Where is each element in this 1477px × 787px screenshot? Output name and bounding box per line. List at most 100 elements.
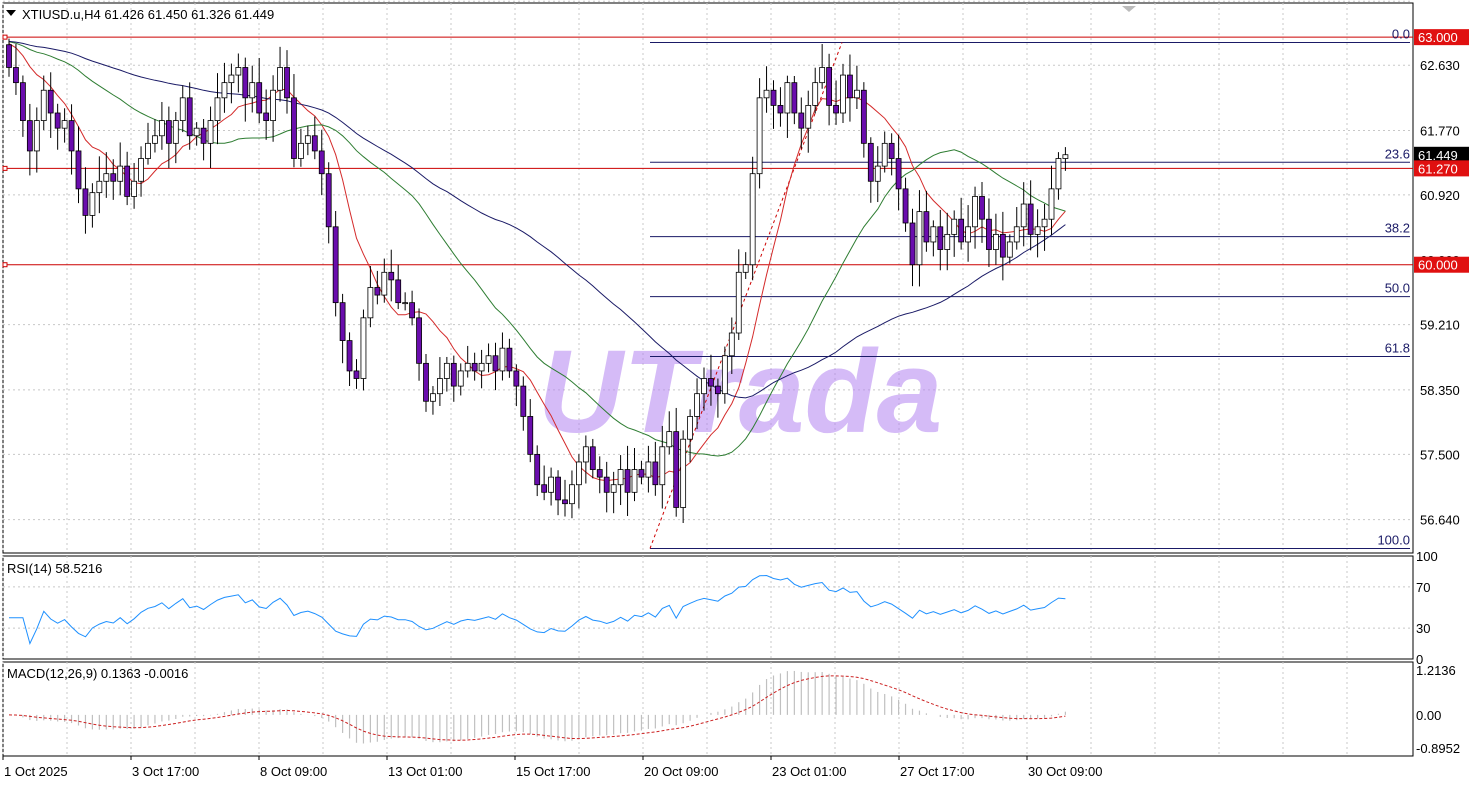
price-tick-label: 57.500	[1420, 447, 1460, 462]
candle-bear	[284, 67, 290, 99]
price-tag-box	[1414, 29, 1469, 46]
candle-bull	[701, 378, 707, 395]
time-tick-label: 15 Oct 17:00	[516, 764, 590, 779]
candle-bear	[847, 74, 853, 99]
candle-bull	[854, 89, 860, 99]
macd-panel-frame	[2, 661, 1414, 757]
candle-bull	[680, 438, 687, 508]
candle-bear	[527, 416, 534, 455]
rsi-tick-label: 70	[1416, 580, 1430, 595]
fib-level-label: 38.2	[1385, 221, 1410, 236]
candle-bull	[742, 264, 749, 273]
scroll-marker-icon[interactable]	[1122, 6, 1136, 12]
candle-bull	[61, 120, 68, 129]
candle-bear	[555, 476, 561, 501]
candle-bull	[728, 332, 735, 357]
price-tag-box	[1414, 160, 1469, 177]
candle-bull	[881, 142, 888, 167]
candle-bear	[624, 469, 631, 493]
candle-bear	[416, 317, 422, 364]
level-anchor-handle	[2, 165, 8, 171]
candle-bear	[6, 44, 12, 68]
symbol-menu-icon[interactable]	[6, 10, 16, 16]
time-tick-label: 3 Oct 17:00	[132, 764, 199, 779]
rsi-tick-label: 0	[1416, 652, 1423, 667]
candle-bull	[694, 393, 700, 417]
rsi-line	[9, 574, 1066, 645]
candle-bear	[26, 120, 33, 152]
candle-bull	[1034, 226, 1041, 235]
candle-bull	[270, 89, 277, 121]
candle-bull	[735, 271, 742, 334]
candle-bear	[909, 222, 916, 266]
candle-bear	[979, 196, 985, 220]
candle-bull	[610, 484, 617, 493]
candle-bull	[666, 431, 673, 448]
candle-bull	[297, 142, 304, 159]
candle-bull	[569, 484, 575, 505]
level-anchor-handle	[2, 262, 8, 268]
candle-bear	[589, 446, 596, 470]
rsi-panel[interactable]: 100 70 30 0	[3, 549, 1438, 667]
candle-bear	[534, 453, 541, 486]
candle-bear	[562, 499, 568, 505]
candle-bull	[916, 211, 923, 266]
candle-bull	[548, 476, 554, 493]
candle-bull	[965, 226, 971, 243]
candle-bear	[513, 370, 520, 387]
rsi-tick-label: 100	[1416, 549, 1438, 564]
candle-bear	[860, 89, 867, 144]
candle-bear	[506, 347, 513, 372]
candle-bear	[13, 67, 19, 84]
candle-bull	[228, 74, 235, 84]
candle-bear	[833, 105, 839, 114]
time-tick-label: 8 Oct 09:00	[260, 764, 327, 779]
candle-bull	[131, 180, 138, 197]
candle-bull	[1006, 241, 1013, 258]
candle-bear	[263, 112, 270, 121]
price-tag-label: 63.000	[1418, 30, 1458, 45]
price-tag-box	[1414, 146, 1469, 163]
candle-bear	[353, 370, 360, 379]
candle-bear	[423, 362, 429, 402]
candle-bull	[1062, 154, 1069, 159]
moving-averages	[8, 40, 1066, 482]
candle-bull	[687, 416, 693, 440]
price-tick-label: 58.350	[1420, 383, 1460, 398]
time-axis: 1 Oct 2025 3 Oct 17:00 8 Oct 09:00 13 Oct 0…	[2, 756, 1102, 779]
candle-bear	[603, 476, 610, 493]
candle-bear	[798, 112, 805, 129]
candle-bear	[332, 226, 339, 304]
candle-bull	[436, 378, 443, 395]
candle-bull	[207, 120, 214, 144]
candle-bull	[499, 347, 506, 372]
price-tick-label: 60.920	[1420, 188, 1460, 203]
macd-tick-label: -0.8952	[1416, 741, 1460, 756]
candle-bear	[1027, 203, 1034, 235]
candle-bear	[325, 173, 332, 228]
candlestick-series	[6, 38, 1069, 523]
candle-bear	[68, 120, 75, 152]
macd-panel[interactable]: 1.2136 0.00 -0.8952	[8, 663, 1460, 756]
candle-bear	[291, 97, 297, 159]
candle-bull	[179, 97, 186, 121]
candle-bear	[409, 302, 416, 319]
candle-bear	[374, 287, 381, 296]
fib-level-label: 100.0	[1377, 532, 1410, 547]
price-tick-label: 62.630	[1420, 58, 1460, 73]
time-tick-label: 13 Oct 01:00	[388, 764, 462, 779]
candle-bear	[638, 469, 645, 478]
candle-bull	[235, 67, 242, 76]
candle-bear	[492, 355, 499, 372]
candle-bull	[756, 97, 763, 175]
candle-bear	[708, 378, 714, 387]
horizontal-levels[interactable]	[2, 34, 1413, 268]
candle-bull	[172, 120, 179, 144]
candle-bull	[1041, 218, 1048, 228]
candle-bull	[478, 362, 485, 372]
candle-bull	[631, 469, 638, 493]
candle-bull	[645, 461, 652, 478]
candle-bear	[165, 120, 172, 144]
